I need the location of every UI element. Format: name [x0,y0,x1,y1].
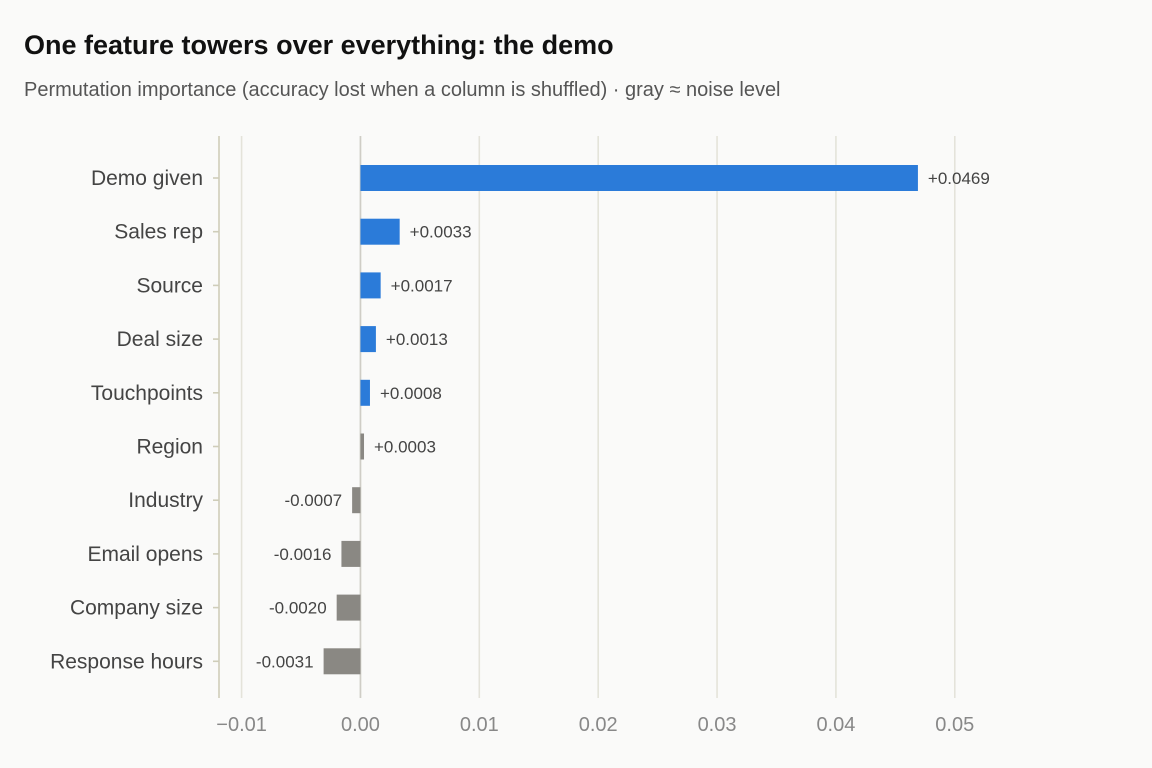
category-label: Email opens [87,543,203,566]
value-label: +0.0008 [380,384,442,403]
x-tick-label: 0.05 [935,714,974,736]
bar [360,379,370,406]
chart-title: One feature towers over everything: the … [24,30,614,60]
value-label: +0.0003 [374,438,436,457]
x-tick-label: 0.03 [698,714,737,736]
category-label: Demo given [91,167,203,190]
category-label: Company size [70,597,203,620]
value-label: +0.0013 [386,330,448,349]
x-tick-label: 0.04 [816,714,855,736]
value-label: -0.0031 [256,652,314,671]
value-label: +0.0017 [391,276,453,295]
category-label: Source [136,274,203,297]
x-tick-label: 0.01 [460,714,499,736]
value-label: -0.0007 [284,491,342,510]
chart-subtitle: Permutation importance (accuracy lost wh… [24,79,781,101]
bar [323,648,361,675]
bar [360,218,400,245]
category-label: Deal size [117,328,203,351]
category-label: Region [136,436,203,459]
value-label: -0.0016 [274,545,332,564]
value-label: -0.0020 [269,599,327,618]
bar [360,165,918,191]
category-label: Industry [128,489,203,512]
category-label: Sales rep [114,221,203,244]
x-tick-label: 0.00 [341,714,380,736]
bar [360,433,365,460]
bar [341,540,361,567]
bar [360,272,381,299]
value-label: +0.0033 [410,223,472,242]
value-label: +0.0469 [928,169,990,188]
category-label: Touchpoints [91,382,203,405]
x-tick-label: 0.02 [579,714,618,736]
bar [360,326,376,353]
bar [336,594,361,621]
bar [352,487,361,514]
x-tick-label: −0.01 [216,714,267,736]
category-label: Response hours [50,650,203,673]
